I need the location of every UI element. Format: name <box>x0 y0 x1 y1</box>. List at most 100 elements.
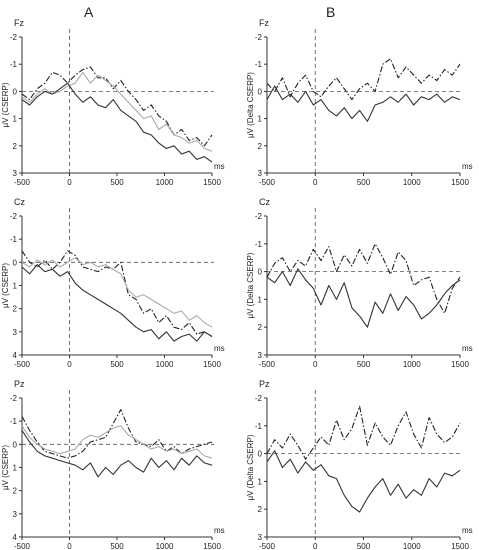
x-tick-label: -500 <box>259 178 276 187</box>
y-tick-label: -2 <box>255 212 263 221</box>
y-tick-label: -1 <box>10 60 18 69</box>
x-unit-label: ms <box>462 162 473 171</box>
x-tick-label: 1000 <box>156 542 174 550</box>
y-axis-label: μV (CSERP) <box>1 263 10 308</box>
panel-b-cz: -2 -1 0 1 2 3-500 0 500 1000 1500 ms Cz μV (Delta CS… <box>246 197 473 369</box>
series-line-3 <box>21 82 213 163</box>
x-tick-label: 1500 <box>451 360 469 369</box>
channel-label: Cz <box>14 197 25 207</box>
x-tick-label: -500 <box>259 542 276 550</box>
x-tick-label: 0 <box>67 542 72 550</box>
y-tick-label: 3 <box>258 169 263 178</box>
y-tick-label: -2 <box>10 33 18 42</box>
y-tick-label: 1 <box>13 464 18 473</box>
series-line-2 <box>21 257 213 328</box>
channel-label: Fz <box>259 18 269 28</box>
y-tick-label: -1 <box>255 60 263 69</box>
series-line-3 <box>21 430 213 478</box>
y-tick-label: 0 <box>13 440 18 449</box>
series-line-1 <box>266 243 461 314</box>
series-line-2 <box>266 268 461 328</box>
x-tick-label: 1500 <box>203 542 221 550</box>
x-tick-label: 0 <box>67 360 72 369</box>
y-tick-label: 4 <box>13 351 18 360</box>
y-tick-label: 4 <box>13 533 18 542</box>
y-axis-label: μV (Delta CSERP) <box>246 72 255 138</box>
x-tick-label: 500 <box>110 178 124 187</box>
x-tick-label: -500 <box>14 178 31 187</box>
x-unit-label: ms <box>462 526 473 535</box>
y-tick-label: 3 <box>13 169 18 178</box>
y-axis-label: μV (Delta CSERP) <box>246 434 255 500</box>
y-tick-label: -2 <box>255 394 263 403</box>
x-tick-label: 0 <box>313 360 318 369</box>
y-tick-label: 0 <box>258 450 263 459</box>
x-tick-label: 1500 <box>451 178 469 187</box>
y-tick-label: 3 <box>13 328 18 337</box>
column-heading-a: A <box>84 4 94 20</box>
y-tick-label: 3 <box>13 510 18 519</box>
x-tick-label: -500 <box>259 360 276 369</box>
y-axis-label: μV (Delta CSERP) <box>246 252 255 318</box>
x-tick-label: 1500 <box>451 542 469 550</box>
y-tick-label: 2 <box>258 142 263 151</box>
y-tick-label: 0 <box>13 87 18 96</box>
x-tick-label: -500 <box>14 360 31 369</box>
y-tick-label: 1 <box>258 295 263 304</box>
x-unit-label: ms <box>214 526 225 535</box>
y-tick-label: -1 <box>255 240 263 249</box>
y-tick-label: -2 <box>255 33 263 42</box>
channel-label: Pz <box>259 379 270 389</box>
x-unit-label: ms <box>462 344 473 353</box>
y-tick-label: 0 <box>258 268 263 277</box>
x-tick-label: 500 <box>357 542 371 550</box>
y-tick-label: 1 <box>13 282 18 291</box>
column-heading-b: B <box>326 4 336 20</box>
series-line-3 <box>21 264 213 342</box>
y-axis-label: μV (CSERP) <box>1 82 10 127</box>
series-line-1 <box>266 405 461 460</box>
y-tick-label: -1 <box>255 422 263 431</box>
channel-label: Fz <box>14 18 24 28</box>
series-line-2 <box>266 450 461 513</box>
y-tick-label: -1 <box>10 235 18 244</box>
y-tick-label: 1 <box>258 115 263 124</box>
y-tick-label: 2 <box>13 487 18 496</box>
x-tick-label: 1000 <box>156 178 174 187</box>
x-tick-label: 1000 <box>403 542 421 550</box>
x-tick-label: 1500 <box>203 360 221 369</box>
y-tick-label: 3 <box>258 533 263 542</box>
channel-label: Cz <box>259 197 270 207</box>
panel-a-fz: -2 -1 0 1 2 3-500 0 500 1000 1500 ms Fz μV (CSERP) <box>1 18 225 187</box>
series-line-1 <box>21 66 213 147</box>
x-tick-label: -500 <box>14 542 31 550</box>
x-tick-label: 500 <box>357 360 371 369</box>
y-tick-label: -2 <box>10 212 18 221</box>
y-tick-label: 2 <box>13 142 18 151</box>
x-tick-label: 1000 <box>156 360 174 369</box>
series-line-2 <box>21 71 213 152</box>
y-tick-label: 1 <box>13 115 18 124</box>
x-tick-label: 500 <box>357 178 371 187</box>
panel-b-fz: -2 -1 0 1 2 3-500 0 500 1000 1500 ms Fz μV (Delta CS… <box>246 18 473 187</box>
x-unit-label: ms <box>214 162 225 171</box>
x-tick-label: 1000 <box>403 178 421 187</box>
channel-label: Pz <box>14 379 25 389</box>
series-line-1 <box>21 250 213 337</box>
y-tick-label: 3 <box>258 351 263 360</box>
series-line-2 <box>21 425 213 459</box>
y-tick-label: 2 <box>258 323 263 332</box>
panel-b-pz: -2 -1 0 1 2 3-500 0 500 1000 1500 ms Pz μV (Delta CS… <box>246 379 473 550</box>
x-tick-label: 500 <box>110 542 124 550</box>
panel-a-cz: -2 -1 0 1 2 3 4-500 0 500 1000 1500 ms Cz μV (CSERP) <box>1 197 225 369</box>
y-tick-label: 0 <box>258 87 263 96</box>
y-tick-label: 1 <box>258 477 263 486</box>
x-unit-label: ms <box>214 344 225 353</box>
x-tick-label: 500 <box>110 360 124 369</box>
series-line-1 <box>266 58 461 101</box>
panel-a-pz: -2 -1 0 1 2 3 4-500 0 500 1000 1500 ms Pz μV (CSERP) <box>1 379 225 550</box>
x-tick-label: 0 <box>313 542 318 550</box>
series-line-2 <box>266 85 461 122</box>
x-tick-label: 0 <box>67 178 72 187</box>
